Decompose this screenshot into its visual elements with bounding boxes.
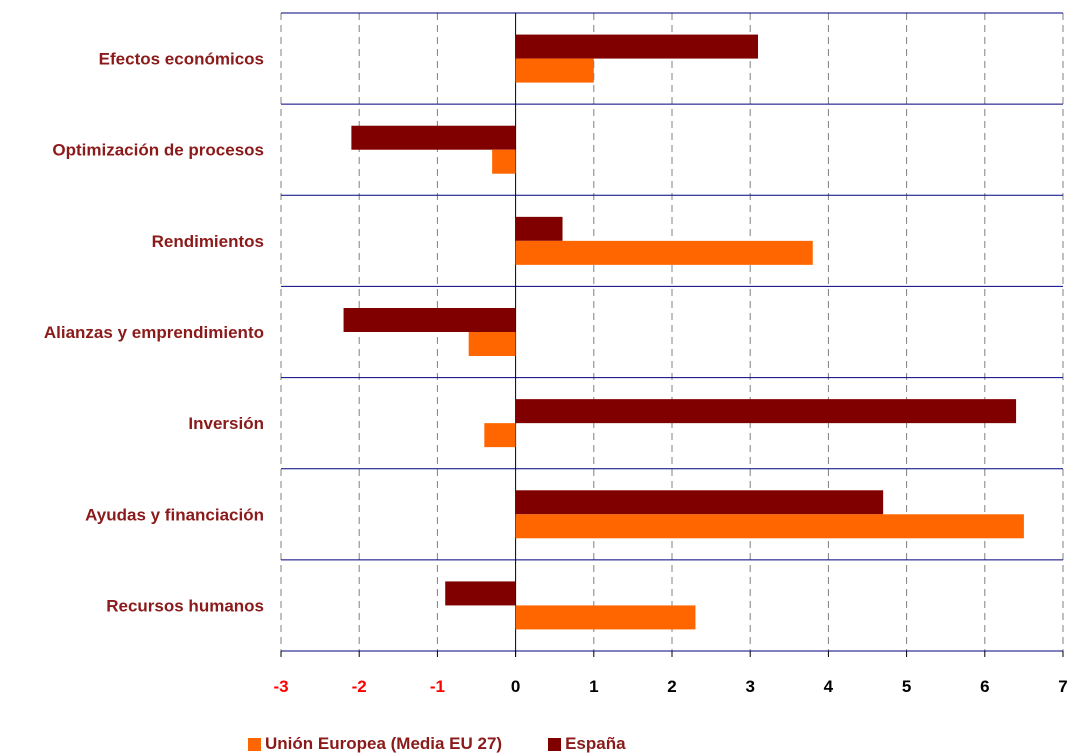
bar-spain — [515, 490, 884, 515]
bar-eu — [515, 58, 594, 83]
x-tick-label: 0 — [511, 677, 520, 696]
bar-eu — [515, 240, 813, 265]
bar-eu — [468, 332, 516, 356]
x-tick-label: 1 — [589, 677, 598, 696]
legend-item-eu: Unión Europea (Media EU 27) — [248, 734, 502, 754]
x-tick-label: 7 — [1058, 677, 1067, 696]
bar-spain — [515, 34, 759, 59]
bar-spain — [351, 125, 516, 150]
x-tick-label: 3 — [745, 677, 754, 696]
legend: Unión Europea (Media EU 27) España — [248, 734, 626, 754]
bar-eu — [515, 605, 696, 630]
category-label: Recursos humanos — [106, 596, 264, 615]
bar-spain — [343, 308, 516, 332]
bar-eu — [492, 149, 516, 174]
legend-label-eu: Unión Europea (Media EU 27) — [265, 734, 503, 753]
legend-label-spain: España — [565, 734, 626, 753]
category-label: Ayudas y financiación — [85, 505, 264, 524]
x-tick-label: 6 — [980, 677, 989, 696]
x-tick-label: -2 — [352, 677, 367, 696]
legend-item-spain: España — [548, 734, 626, 754]
x-tick-label: -1 — [430, 677, 445, 696]
legend-swatch-spain — [548, 737, 562, 751]
bar-eu — [484, 423, 516, 448]
x-tick-label: 2 — [667, 677, 676, 696]
x-tick-label: -3 — [273, 677, 288, 696]
legend-swatch-eu — [248, 737, 261, 751]
bar-spain — [515, 216, 563, 241]
x-tick-label: 4 — [824, 677, 834, 696]
category-label: Optimización de procesos — [52, 141, 264, 160]
category-label: Efectos económicos — [99, 50, 264, 69]
bar-eu — [515, 514, 1024, 539]
bar-spain — [515, 399, 1017, 424]
x-tick-label: 5 — [902, 677, 911, 696]
category-label: Alianzas y emprendimiento — [44, 323, 264, 342]
category-label: Inversión — [188, 414, 264, 433]
bar-spain — [445, 581, 516, 606]
category-label: Rendimientos — [152, 232, 264, 251]
